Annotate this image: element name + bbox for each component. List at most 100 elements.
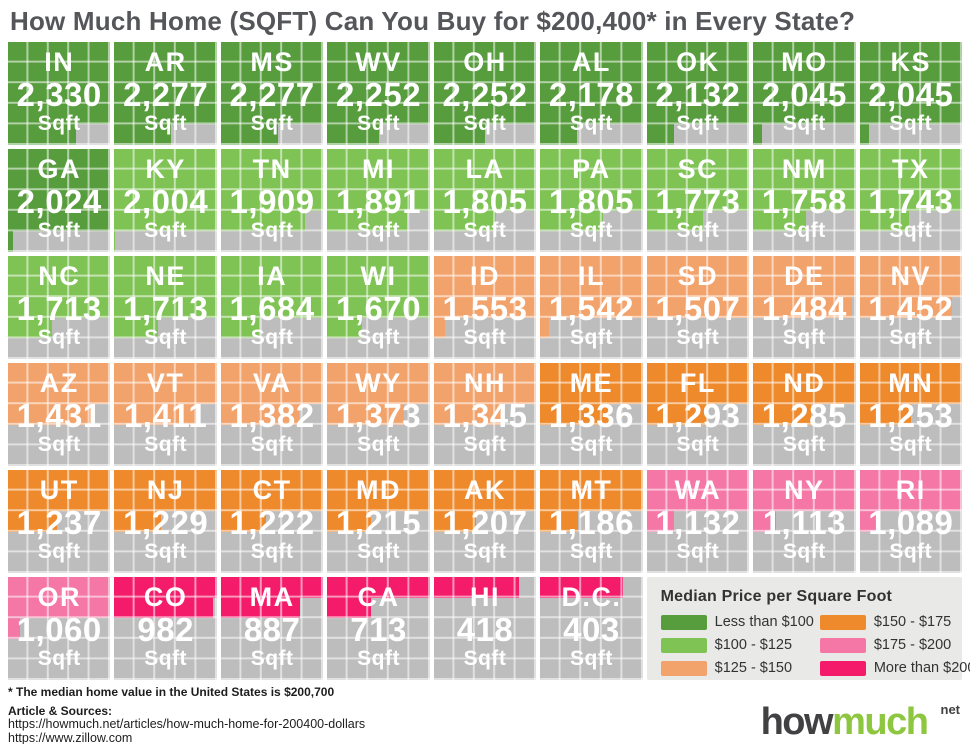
state-code: RI bbox=[895, 475, 926, 505]
state-code: TX bbox=[892, 154, 930, 184]
tile-text: OR 1,060 Sqft bbox=[8, 577, 110, 680]
state-code: NE bbox=[145, 261, 186, 291]
waffle-gridlines bbox=[220, 577, 324, 680]
sqft-unit-label: Sqft bbox=[570, 647, 613, 670]
tile-text: RI 1,089 Sqft bbox=[860, 470, 962, 573]
waffle-gridlines bbox=[753, 42, 856, 145]
waffle-gridlines bbox=[220, 256, 324, 359]
sqft-unit-label: Sqft bbox=[463, 219, 507, 242]
waffle-gridlines bbox=[859, 42, 962, 145]
state-tile-FL: FL 1,293 Sqft bbox=[646, 363, 750, 466]
tile-text: IN 2,330 Sqft bbox=[8, 42, 110, 145]
state-code: NM bbox=[781, 154, 827, 184]
sqft-unit-label: Sqft bbox=[463, 433, 507, 456]
state-sqft-value: 1,382 bbox=[229, 397, 315, 434]
waffle-gridlines bbox=[433, 149, 537, 252]
legend-label: $100 - $125 bbox=[714, 637, 793, 653]
tile-text: MN 1,253 Sqft bbox=[860, 363, 962, 466]
state-tile-CA: CA 713 Sqft bbox=[327, 577, 430, 680]
tile-text: WY 1,373 Sqft bbox=[327, 363, 429, 466]
state-tile-GA: GA 2,024 Sqft bbox=[8, 149, 111, 252]
state-tile-KS: KS 2,045 Sqft bbox=[859, 42, 962, 145]
state-code: NY bbox=[784, 475, 825, 505]
sqft-unit-label: Sqft bbox=[782, 326, 826, 349]
state-sqft-value: 1,773 bbox=[655, 183, 741, 220]
state-code: OH bbox=[463, 47, 507, 77]
state-tile-NM: NM 1,758 Sqft bbox=[753, 149, 856, 252]
waffle-gridlines bbox=[114, 256, 217, 359]
sqft-unit-label: Sqft bbox=[250, 540, 294, 563]
state-code: IN bbox=[44, 47, 75, 77]
sqft-unit-label: Sqft bbox=[250, 433, 294, 456]
state-sqft-value: 2,330 bbox=[16, 76, 102, 113]
sqft-unit-label: Sqft bbox=[570, 326, 613, 349]
state-tile-AL: AL 2,178 Sqft bbox=[540, 42, 643, 145]
legend-item-100-125: $100 - $125 bbox=[660, 637, 814, 653]
sqft-unit-label: Sqft bbox=[463, 647, 507, 670]
state-code: NC bbox=[38, 261, 81, 291]
waffle-gridlines bbox=[8, 577, 111, 680]
state-sqft-value: 1,411 bbox=[124, 397, 208, 434]
state-code: SD bbox=[677, 261, 719, 291]
state-code: KY bbox=[145, 154, 186, 184]
sqft-unit-label: Sqft bbox=[676, 326, 720, 349]
state-code: FL bbox=[679, 368, 716, 398]
state-code: AK bbox=[463, 475, 506, 505]
state-sqft-value: 1,237 bbox=[16, 504, 102, 541]
waffle-gridlines bbox=[327, 256, 430, 359]
sqft-unit-label: Sqft bbox=[37, 647, 81, 670]
legend-swatch-magenta bbox=[819, 660, 866, 676]
state-tile-TX: TX 1,743 Sqft bbox=[859, 149, 962, 252]
tile-text: WI 1,670 Sqft bbox=[327, 256, 429, 359]
waffle-gridlines bbox=[433, 470, 537, 573]
state-tile-MS: MS 2,277 Sqft bbox=[220, 42, 324, 145]
legend-label: $150 - $175 bbox=[873, 614, 952, 630]
sqft-unit-label: Sqft bbox=[144, 219, 188, 242]
sqft-unit-label: Sqft bbox=[889, 433, 933, 456]
tile-text: NJ 1,229 Sqft bbox=[114, 470, 216, 573]
state-sqft-value: 1,293 bbox=[655, 397, 741, 434]
state-code: AZ bbox=[39, 368, 79, 398]
waffle-gridlines bbox=[220, 470, 324, 573]
tile-text: CO 982 Sqft bbox=[114, 577, 216, 680]
waffle-gridlines bbox=[540, 256, 643, 359]
state-sqft-value: 713 bbox=[350, 611, 407, 648]
tile-text: MT 1,186 Sqft bbox=[540, 470, 642, 573]
state-tile-MO: MO 2,045 Sqft bbox=[753, 42, 856, 145]
state-code: MD bbox=[356, 475, 402, 505]
state-code: D.C. bbox=[561, 582, 622, 612]
sqft-unit-label: Sqft bbox=[250, 647, 294, 670]
tile-text: CA 713 Sqft bbox=[327, 577, 429, 680]
state-tile-CO: CO 982 Sqft bbox=[114, 577, 217, 680]
state-tile-UT: UT 1,237 Sqft bbox=[8, 470, 111, 573]
tile-text: IA 1,684 Sqft bbox=[221, 256, 323, 359]
state-sqft-value: 2,004 bbox=[123, 183, 209, 220]
legend-label: More than $200 bbox=[873, 660, 970, 676]
waffle-gridlines bbox=[433, 577, 537, 680]
sqft-unit-label: Sqft bbox=[250, 112, 294, 135]
state-tile-IL: IL 1,542 Sqft bbox=[540, 256, 643, 359]
state-tile-OK: OK 2,132 Sqft bbox=[646, 42, 750, 145]
state-tile-MA: MA 887 Sqft bbox=[220, 577, 324, 680]
state-code: CA bbox=[357, 582, 400, 612]
state-sqft-value: 1,805 bbox=[548, 183, 634, 220]
state-tile-KY: KY 2,004 Sqft bbox=[114, 149, 217, 252]
tile-text: SD 1,507 Sqft bbox=[647, 256, 749, 359]
state-sqft-value: 1,684 bbox=[229, 290, 315, 327]
state-sqft-value: 2,252 bbox=[336, 76, 422, 113]
state-tile-NH: NH 1,345 Sqft bbox=[433, 363, 537, 466]
waffle-gridlines bbox=[753, 256, 856, 359]
tile-text: DE 1,484 Sqft bbox=[753, 256, 855, 359]
state-sqft-value: 1,542 bbox=[548, 290, 634, 327]
waffle-gridlines bbox=[540, 470, 643, 573]
tile-text: SC 1,773 Sqft bbox=[647, 149, 749, 252]
waffle-gridlines bbox=[433, 256, 537, 359]
state-sqft-value: 418 bbox=[456, 611, 514, 648]
sqft-unit-label: Sqft bbox=[144, 433, 188, 456]
tile-text: AR 2,277 Sqft bbox=[114, 42, 216, 145]
state-tile-VT: VT 1,411 Sqft bbox=[114, 363, 217, 466]
legend-swatch-light-green bbox=[660, 637, 707, 653]
state-code: IA bbox=[257, 261, 288, 291]
state-tile-IN: IN 2,330 Sqft bbox=[8, 42, 111, 145]
waffle-gridlines bbox=[859, 256, 962, 359]
